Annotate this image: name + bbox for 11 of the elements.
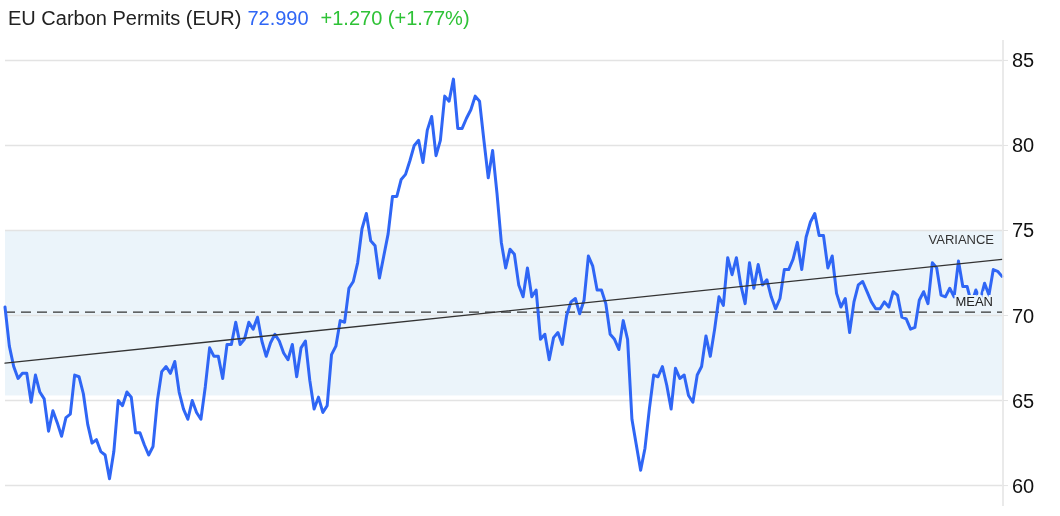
y-tick-label: 60 [1012, 474, 1035, 497]
y-tick-label: 75 [1012, 219, 1035, 242]
chart-title: EU Carbon Permits (EUR) [8, 7, 242, 29]
y-tick-label: 80 [1012, 134, 1035, 157]
ref-line-label: MEAN [955, 294, 993, 310]
y-tick-label: 65 [1012, 389, 1035, 412]
text: 72.990 [247, 7, 309, 29]
y-tick-label: 70 [1012, 304, 1035, 327]
text: +1.270 (+1.77%) [320, 7, 470, 29]
y-tick-label: 85 [1012, 49, 1035, 72]
band-label: VARIANCE [928, 232, 995, 248]
